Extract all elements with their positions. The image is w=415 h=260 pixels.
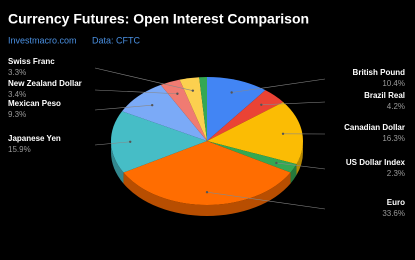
slice [123, 141, 291, 205]
slice [122, 84, 207, 141]
slice [179, 77, 207, 141]
slice-side [111, 141, 124, 184]
leader-dot [230, 91, 233, 94]
chart-title: Currency Futures: Open Interest Comparis… [8, 11, 309, 27]
slice [110, 111, 207, 173]
subtitle: Investmacro.com [8, 35, 77, 45]
leader-line [94, 67, 193, 91]
leader-dot [275, 161, 278, 165]
slice [207, 141, 297, 173]
leader-line [206, 191, 326, 210]
data-label: 2.3% [387, 169, 405, 178]
slice-side [123, 172, 291, 216]
leader-line [276, 162, 326, 170]
leader-dot [191, 89, 195, 92]
data-label: 3.4% [8, 90, 26, 99]
legend-label: Canadian Dollar [344, 123, 405, 132]
data-label: 4.2% [387, 102, 405, 111]
leader-line [94, 141, 131, 146]
leader-line [94, 104, 153, 111]
leader-dot [260, 103, 263, 106]
leader-line [261, 101, 326, 106]
slice [207, 102, 303, 165]
slice [207, 77, 266, 141]
slice [160, 79, 207, 141]
legend-label: Euro [387, 198, 405, 207]
slice-side [290, 164, 297, 184]
leader-dot [176, 92, 179, 95]
leader-dot [205, 191, 209, 194]
slice [199, 77, 207, 141]
data-label: 15.9% [8, 145, 31, 154]
data-label: 3.3% [8, 68, 26, 77]
data-label: 10.4% [382, 79, 405, 88]
data-label: 9.3% [8, 110, 26, 119]
legend-label: New Zealand Dollar [8, 79, 82, 88]
data-label: 16.3% [382, 134, 405, 143]
slice [207, 90, 284, 141]
leader-dot [281, 132, 285, 135]
legend-label: Japanese Yen [8, 134, 61, 143]
legend-label: British Pound [353, 68, 406, 77]
legend-label: Swiss Franc [8, 57, 55, 66]
leader-dot [129, 140, 132, 144]
legend-label: Brazil Real [364, 91, 405, 100]
legend-label: US Dollar Index [346, 158, 406, 167]
leader-line [94, 89, 178, 95]
leader-dot [150, 103, 154, 107]
subtitle: Data: CFTC [92, 35, 141, 45]
data-label: 33.6% [382, 209, 405, 218]
legend-label: Mexican Peso [8, 99, 61, 108]
leader-line [231, 78, 326, 93]
slice-side [296, 141, 303, 176]
